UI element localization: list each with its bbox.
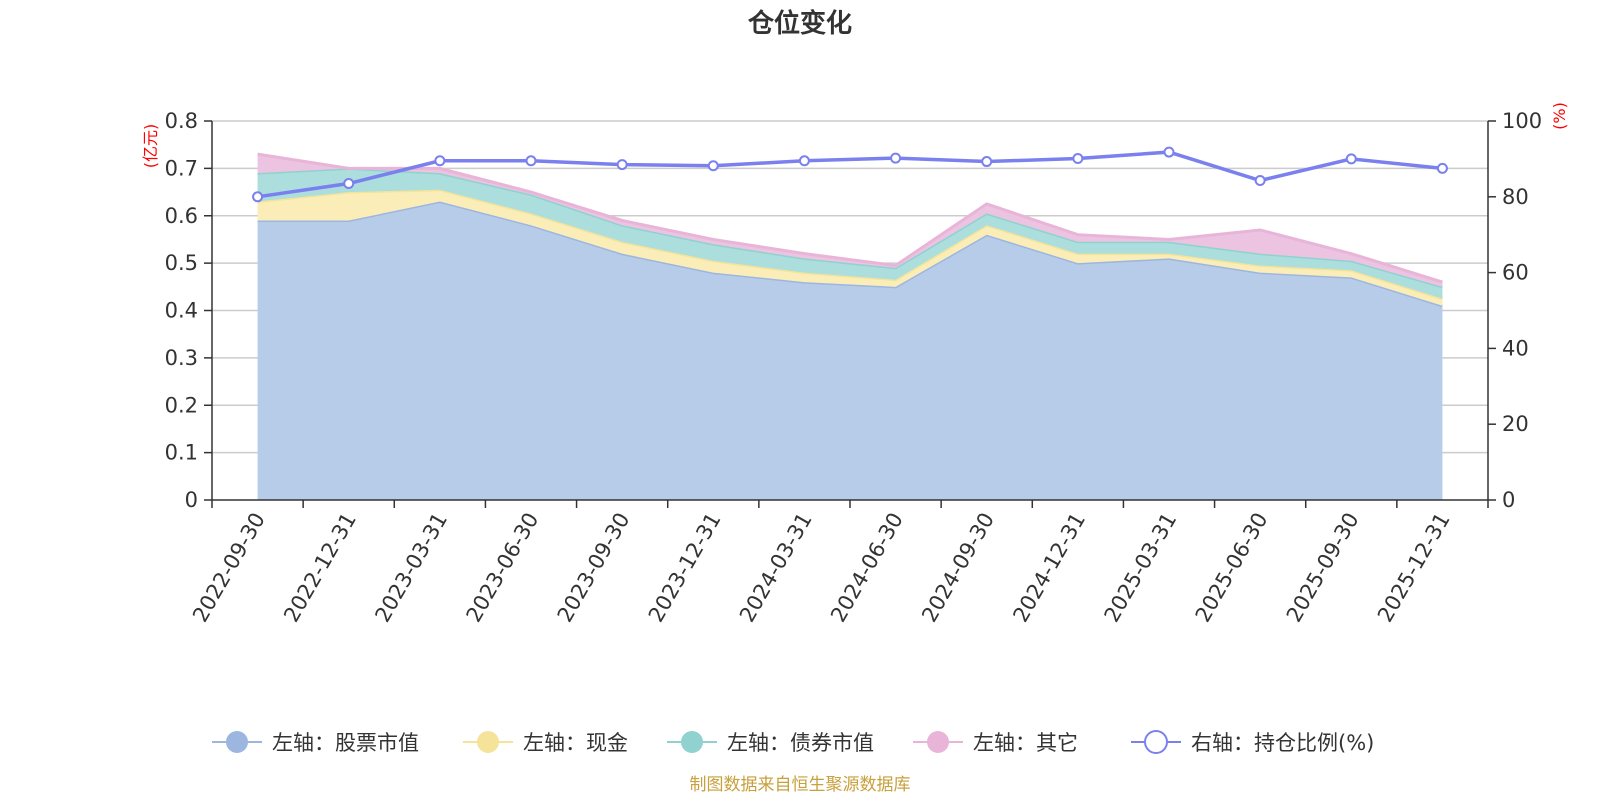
legend-marker	[226, 731, 248, 753]
legend-marker	[681, 731, 703, 753]
legend-item-3[interactable]: 左轴：其它	[913, 731, 1078, 755]
data-source-note: 制图数据来自恒生聚源数据库	[690, 775, 911, 795]
legend-item-0[interactable]: 左轴：股票市值	[212, 731, 419, 755]
legend-label: 左轴：其它	[973, 731, 1078, 755]
left-tick-label: 0.4	[165, 299, 198, 323]
area-series-0	[257, 201, 1443, 500]
line-point	[981, 156, 993, 168]
line-point	[1072, 153, 1084, 165]
x-tick-label: 2022-09-30	[188, 509, 270, 627]
right-tick-label: 80	[1502, 185, 1529, 209]
x-tick-label: 2023-03-31	[370, 509, 452, 627]
legend-item-4[interactable]: 右轴：持仓比例(%)	[1131, 730, 1374, 755]
line-point	[1254, 175, 1266, 187]
left-tick-label: 0	[185, 488, 198, 512]
line-point	[798, 155, 810, 167]
left-tick-label: 0.5	[165, 251, 198, 275]
chart-title: 仓位变化	[747, 8, 852, 39]
legend-label: 左轴：股票市值	[272, 731, 419, 755]
stacked-areas	[257, 152, 1443, 500]
x-tick-label: 2025-09-30	[1282, 509, 1364, 627]
right-tick-label: 40	[1502, 336, 1529, 360]
left-tick-label: 0.7	[165, 156, 198, 180]
line-point	[616, 159, 628, 171]
legend-item-1[interactable]: 左轴：现金	[463, 731, 628, 755]
position-ratio-line	[252, 146, 1448, 203]
right-axis-unit: (%)	[1550, 102, 1569, 130]
line-point	[1163, 146, 1175, 158]
legend-label: 右轴：持仓比例(%)	[1191, 731, 1374, 755]
line-point	[890, 152, 902, 164]
x-tick-label: 2024-06-30	[826, 509, 908, 627]
line-point	[434, 155, 446, 167]
area-series-2	[257, 168, 1443, 299]
left-tick-label: 0.8	[165, 109, 198, 133]
right-tick-label: 100	[1502, 109, 1542, 133]
x-tick-label: 2024-09-30	[917, 509, 999, 627]
x-tick-label: 2023-09-30	[553, 509, 635, 627]
area-series-edge-0	[257, 199, 1443, 308]
line-point	[1436, 162, 1448, 174]
legend-item-2[interactable]: 左轴：债券市值	[667, 731, 874, 755]
right-tick-label: 0	[1502, 488, 1515, 512]
legend-marker	[1144, 730, 1168, 754]
left-tick-label: 0.2	[165, 393, 198, 417]
x-tick-label: 2025-03-31	[1100, 509, 1182, 627]
legend-marker	[477, 731, 499, 753]
legend-label: 左轴：现金	[523, 731, 628, 755]
x-tick-label: 2024-03-31	[735, 509, 817, 627]
x-tick-label: 2025-06-30	[1191, 509, 1273, 627]
legend: 左轴：股票市值 左轴：现金 左轴：债券市值 左轴：其它 右轴：持仓比例(%)	[212, 730, 1374, 755]
left-axis-unit: (亿元)	[141, 124, 160, 169]
left-tick-label: 0.3	[165, 346, 198, 370]
line-point	[343, 178, 355, 190]
line-point	[252, 191, 264, 203]
x-tick-label: 2025-12-31	[1373, 509, 1455, 627]
x-tick-label: 2023-06-30	[462, 509, 544, 627]
left-tick-label: 0.1	[165, 441, 198, 465]
x-tick-label: 2024-12-31	[1008, 509, 1090, 627]
right-tick-label: 60	[1502, 261, 1529, 285]
area-series-edge-3	[257, 152, 1443, 284]
legend-marker	[927, 731, 949, 753]
x-tick-label: 2023-12-31	[644, 509, 726, 627]
line-point	[707, 160, 719, 172]
line-point	[1345, 153, 1357, 165]
right-tick-label: 20	[1502, 412, 1529, 436]
legend-label: 左轴：债券市值	[727, 731, 874, 755]
x-tick-label: 2022-12-31	[279, 509, 361, 627]
left-tick-label: 0.6	[165, 204, 198, 228]
line-series-path	[257, 150, 1443, 199]
area-series-1	[257, 189, 1443, 306]
line-point	[525, 155, 537, 167]
